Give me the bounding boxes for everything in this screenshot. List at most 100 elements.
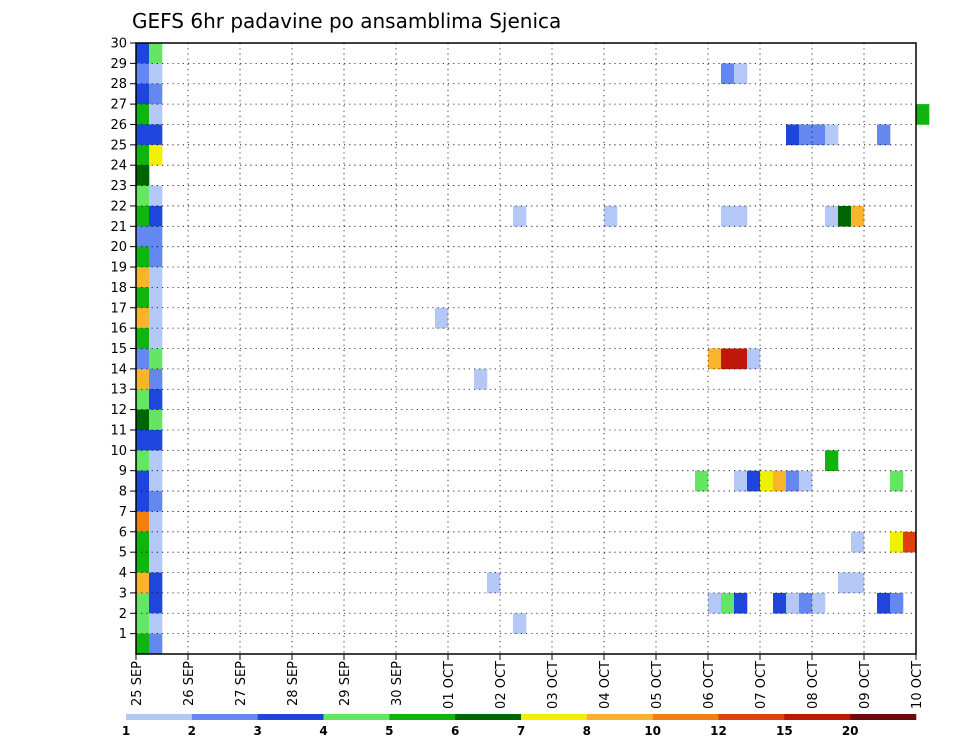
colorbar-label: 7: [517, 724, 525, 738]
colorbar-swatch: [850, 714, 917, 720]
heatmap-cell: [825, 205, 839, 227]
heatmap-cell: [721, 348, 735, 370]
heatmap-cell: [721, 592, 735, 614]
y-tick-label: 19: [110, 261, 127, 276]
heatmap-cell: [812, 124, 826, 146]
heatmap-cell: [734, 470, 748, 492]
x-tick-label: 07 OCT: [754, 661, 769, 709]
heatmap-cell: [708, 348, 722, 370]
colorbar-label: 20: [842, 724, 859, 738]
y-tick-label: 21: [110, 220, 127, 235]
heatmap-cell: [786, 470, 800, 492]
heatmap-cell: [136, 572, 150, 594]
y-tick-label: 14: [110, 362, 127, 377]
heatmap-cell: [747, 470, 761, 492]
heatmap-cell: [136, 368, 150, 390]
heatmap-cell: [799, 470, 813, 492]
heatmap-cell: [149, 572, 163, 594]
colorbar-swatch: [586, 714, 653, 720]
heatmap-cell: [149, 450, 163, 471]
x-tick-label: 06 OCT: [702, 661, 717, 709]
heatmap-cell: [149, 144, 163, 166]
y-tick-label: 2: [119, 607, 127, 622]
heatmap-cell: [149, 43, 163, 64]
heatmap-cell: [513, 613, 527, 634]
colorbar-label: 12: [710, 724, 727, 738]
y-tick-label: 8: [119, 485, 127, 500]
x-tick-label: 26 SEP: [182, 661, 197, 706]
y-tick-label: 13: [110, 383, 127, 398]
x-tick-label: 05 OCT: [650, 661, 665, 709]
heatmap-cell: [136, 450, 150, 471]
heatmap-cell: [487, 572, 501, 594]
colorbar: 1 2 3 4 5 6 7 8 10 12 15 20: [122, 714, 917, 738]
heatmap-cell: [136, 185, 150, 207]
heatmap-cell: [721, 63, 735, 85]
heatmap-cell: [149, 328, 163, 349]
colorbar-swatch: [126, 714, 193, 720]
colorbar-label: 5: [385, 724, 393, 738]
y-axis: 1234567891011121314151617181920212223242…: [110, 37, 136, 642]
heatmap-cell: [136, 267, 150, 288]
y-tick-label: 10: [110, 444, 127, 459]
y-tick-label: 9: [119, 464, 127, 479]
y-tick-label: 22: [110, 199, 127, 214]
y-tick-label: 29: [110, 57, 127, 72]
heatmap-cell: [149, 124, 163, 146]
y-tick-label: 25: [110, 138, 127, 153]
colorbar-label: 15: [776, 724, 793, 738]
colorbar-label: 8: [583, 724, 591, 738]
heatmap-cell: [149, 592, 163, 614]
heatmap-cell: [136, 104, 150, 125]
colorbar-swatch: [323, 714, 390, 720]
heatmap-cell: [149, 511, 163, 533]
y-tick-label: 4: [119, 566, 127, 581]
colorbar-swatch: [718, 714, 785, 720]
heatmap-cell: [890, 592, 904, 614]
heatmap-cell: [136, 226, 150, 247]
heatmap-cell: [149, 613, 163, 634]
y-tick-label: 5: [119, 546, 127, 561]
y-tick-label: 7: [119, 505, 127, 520]
heatmap-cell: [149, 104, 163, 125]
chart-title: GEFS 6hr padavine po ansamblima Sjenica: [132, 9, 561, 33]
heatmap-cell: [890, 470, 904, 492]
heatmap-cell: [149, 287, 163, 309]
heatmap-cell: [799, 124, 813, 146]
colorbar-swatch: [521, 714, 588, 720]
y-tick-label: 16: [110, 322, 127, 337]
heatmap-cell: [695, 470, 709, 492]
colorbar-swatch: [389, 714, 456, 720]
colorbar-label: 1: [122, 724, 130, 738]
grid-lines: [136, 43, 916, 654]
y-tick-label: 23: [110, 179, 127, 194]
colorbar-label: 3: [253, 724, 261, 738]
heatmap-cell: [149, 552, 163, 573]
heatmap-cell: [474, 368, 488, 390]
x-tick-label: 25 SEP: [130, 661, 145, 706]
heatmap-cell: [136, 348, 150, 370]
heatmap-cell: [799, 592, 813, 614]
heatmap-cell: [851, 531, 865, 553]
heatmap-cell: [149, 226, 163, 247]
heatmap-cell: [149, 389, 163, 410]
heatmap-cell: [812, 592, 826, 614]
heatmap-cell: [604, 205, 618, 227]
heatmap-cell: [136, 124, 150, 146]
heatmap-cell: [136, 43, 150, 64]
heatmap-cell: [136, 470, 150, 492]
heatmap-cell: [136, 165, 150, 186]
heatmap-cell: [136, 328, 150, 349]
colorbar-swatch: [257, 714, 324, 720]
colorbar-swatch: [784, 714, 851, 720]
heatmap-cell: [136, 144, 150, 166]
y-tick-label: 28: [110, 77, 127, 92]
heatmap-cell: [838, 205, 852, 227]
x-tick-label: 30 SEP: [390, 661, 405, 706]
x-tick-label: 09 OCT: [858, 661, 873, 709]
heatmap-cell: [136, 83, 150, 105]
heatmap-cell: [136, 307, 150, 329]
heatmap-cell: [149, 470, 163, 492]
y-tick-label: 1: [119, 627, 127, 642]
